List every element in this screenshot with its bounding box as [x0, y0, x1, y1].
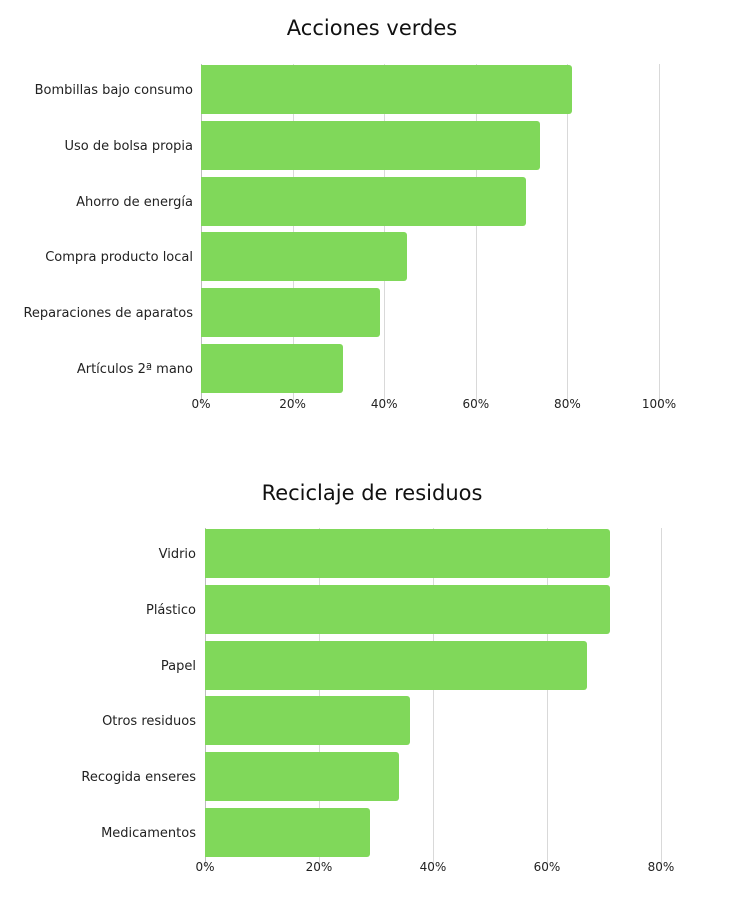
gridline — [475, 64, 477, 403]
bar[interactable] — [201, 176, 527, 226]
bar[interactable] — [205, 808, 371, 857]
category-label: Medicamentos — [101, 825, 196, 841]
category-label: Otros residuos — [102, 714, 196, 730]
category-label: Compra producto local — [45, 250, 193, 266]
bar[interactable] — [205, 529, 610, 578]
x-tick-label: 80% — [554, 397, 581, 411]
bar[interactable] — [205, 584, 610, 634]
bar[interactable] — [201, 65, 572, 114]
plot-area — [205, 528, 662, 867]
category-label: Recogida enseres — [81, 770, 196, 786]
gridline — [547, 528, 548, 867]
category-label: Plástico — [145, 602, 196, 618]
category-label: Papel — [160, 658, 196, 674]
bar[interactable] — [205, 640, 587, 690]
bar[interactable] — [201, 232, 408, 282]
x-tick-label: 80% — [647, 860, 675, 874]
gridline — [433, 528, 434, 867]
bar[interactable] — [201, 344, 343, 393]
chart-title: Reciclaje de residuos — [261, 481, 483, 505]
gridline — [661, 528, 662, 867]
x-tick-label: 20% — [305, 860, 333, 874]
category-label: Artículos 2ª mano — [76, 361, 193, 377]
category-label: Reparaciones de aparatos — [23, 306, 193, 322]
chart-title: Acciones verdes — [286, 16, 458, 40]
category-label: Bombillas bajo consumo — [34, 82, 193, 98]
category-label: Uso de bolsa propia — [64, 138, 193, 154]
bar[interactable] — [201, 288, 380, 338]
x-tick-label: 40% — [370, 397, 398, 411]
x-tick-label: 60% — [462, 397, 490, 411]
x-tick-label: 40% — [419, 860, 447, 874]
x-tick-label: 60% — [533, 860, 561, 874]
bar[interactable] — [201, 120, 540, 170]
x-tick-label: 20% — [279, 397, 306, 411]
bar[interactable] — [205, 696, 411, 746]
category-label: Vidrio — [158, 546, 196, 562]
x-tick-label: 0% — [195, 860, 215, 874]
plot-area — [201, 64, 660, 403]
gridline — [659, 64, 660, 403]
bar[interactable] — [205, 752, 399, 802]
x-tick-label: 100% — [641, 397, 677, 411]
gridline — [567, 64, 569, 403]
category-label: Ahorro de energía — [76, 194, 193, 210]
x-tick-label: 0% — [191, 397, 211, 411]
